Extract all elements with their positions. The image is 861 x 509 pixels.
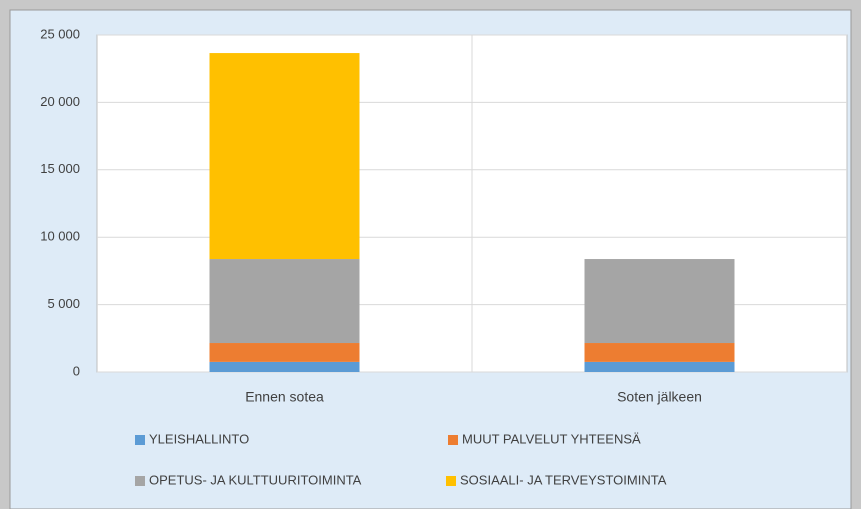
x-tick-label: Ennen sotea [245,389,324,405]
y-tick-label: 15 000 [40,161,80,176]
bar-segment [209,259,360,344]
bar-segment [209,343,360,362]
bar-segment [584,361,735,372]
bar-segment [584,259,735,344]
legend-swatch [446,476,456,486]
y-tick-label: 20 000 [40,94,80,109]
y-tick-label: 25 000 [40,26,80,41]
y-tick-label: 0 [73,363,80,378]
bar-segment [584,343,735,362]
x-tick-label: Soten jälkeen [617,389,702,405]
y-tick-label: 10 000 [40,229,80,244]
legend-label: YLEISHALLINTO [149,431,249,446]
legend-swatch [135,435,145,445]
legend-label: MUUT PALVELUT YHTEENSÄ [462,431,641,446]
legend-swatch [135,476,145,486]
legend-swatch [448,435,458,445]
y-tick-label: 5 000 [47,296,80,311]
legend-label: OPETUS- JA KULTTUURITOIMINTA [149,472,362,487]
legend-label: SOSIAALI- JA TERVEYSTOIMINTA [460,472,667,487]
bar-segment [209,53,360,260]
bar-segment [209,361,360,372]
